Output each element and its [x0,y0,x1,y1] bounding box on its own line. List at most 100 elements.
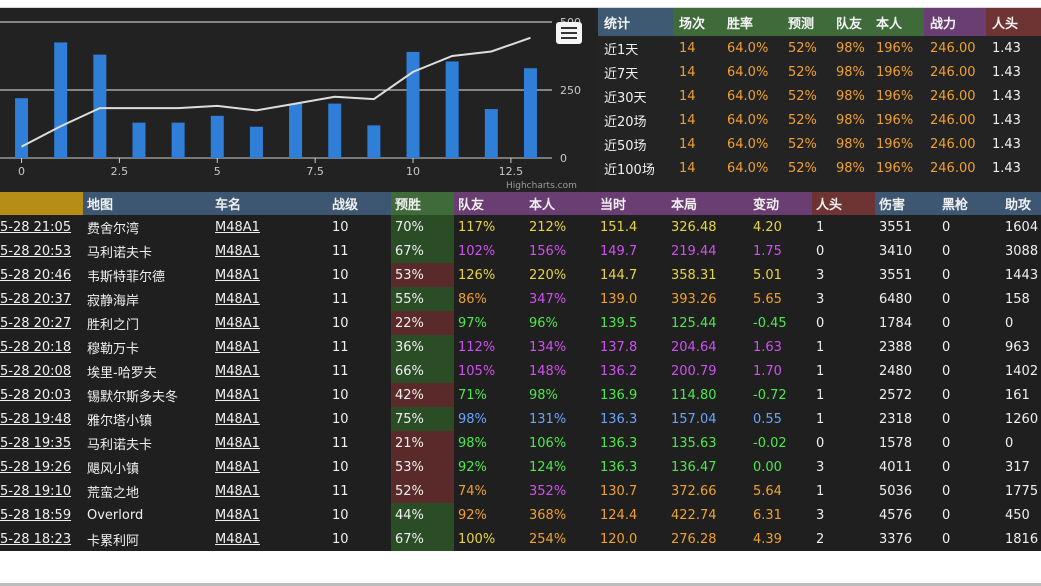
cell-kills: 0 [816,435,825,451]
cell-time[interactable]: 5-28 20:03 [0,387,72,403]
cell-tank[interactable]: M48A1 [215,243,260,259]
cell-time[interactable]: 5-28 20:53 [0,243,72,259]
cell-tank[interactable]: M48A1 [215,315,260,331]
page-bottom-divider [0,583,1041,586]
stats-row: 近7天 14 64.0% 52% 98% 196% 246.00 1.43 [598,60,1041,84]
cell-tier: 11 [332,363,349,379]
chart-bar [210,115,224,158]
cell-map: 马利诺夫卡 [87,245,153,261]
cell-change: 5.64 [753,483,782,499]
stats-cell: 98% [836,160,865,176]
stats-header-4[interactable]: 队友 [830,8,870,36]
battle-header-map[interactable]: 地图 [83,192,211,215]
chart-line [21,36,531,148]
cell-tank[interactable]: M48A1 [215,483,260,499]
stats-header-6[interactable]: 战力 [924,8,986,36]
cell-before: 136.2 [600,363,638,379]
cell-assist: 0 [1005,315,1014,331]
battle-header-time[interactable] [0,192,83,215]
cell-self: 124% [529,459,567,475]
cell-time[interactable]: 5-28 21:05 [0,219,72,235]
cell-tank[interactable]: M48A1 [215,363,260,379]
cell-time[interactable]: 5-28 19:35 [0,435,72,451]
chart-menu-icon[interactable] [556,22,582,44]
cell-change: 1.75 [753,243,782,259]
cell-change: -0.45 [753,315,787,331]
cell-tank[interactable]: M48A1 [215,411,260,427]
stats-cell: 52% [788,136,817,152]
cell-tank[interactable]: M48A1 [215,459,260,475]
cell-team: 92% [458,507,487,523]
cell-damage: 3376 [879,531,913,547]
cell-time[interactable]: 5-28 20:46 [0,267,72,283]
stats-header-7[interactable]: 人头 [986,8,1041,36]
cell-teamkill: 0 [942,459,951,475]
cell-assist: 1816 [1005,531,1039,547]
cell-map: Overlord [87,507,144,523]
battle-header-assist[interactable]: 助攻 [1001,192,1041,215]
cell-time[interactable]: 5-28 19:26 [0,459,72,475]
stats-header-0[interactable]: 统计 [598,8,673,36]
battle-header-before[interactable]: 当时 [596,192,667,215]
cell-self: 220% [529,267,567,283]
cell-time[interactable]: 5-28 20:08 [0,363,72,379]
cell-tank[interactable]: M48A1 [215,387,260,403]
stats-cell: 196% [876,40,914,56]
battle-header-self[interactable]: 本人 [525,192,596,215]
cell-tank[interactable]: M48A1 [215,435,260,451]
chart-credit[interactable]: Highcharts.com [506,181,577,191]
x-tick-label: 7.5 [306,165,324,178]
battle-header-battle[interactable]: 本局 [667,192,749,215]
cell-tank[interactable]: M48A1 [215,291,260,307]
cell-team: 74% [458,483,487,499]
cell-assist: 450 [1005,507,1030,523]
cell-predicted-win: 67% [391,239,454,263]
battle-header-teamkill[interactable]: 黑枪 [938,192,1001,215]
cell-tank[interactable]: M48A1 [215,531,260,547]
stats-cell: 196% [876,112,914,128]
battle-header-kills[interactable]: 人头 [812,192,875,215]
cell-tank[interactable]: M48A1 [215,267,260,283]
cell-kills: 3 [816,459,825,475]
cell-tank[interactable]: M48A1 [215,339,260,355]
cell-battle: 358.31 [671,267,717,283]
cell-time[interactable]: 5-28 19:10 [0,483,72,499]
cell-damage: 2388 [879,339,913,355]
cell-time[interactable]: 5-28 18:59 [0,507,72,523]
cell-time[interactable]: 5-28 20:18 [0,339,72,355]
stats-header-5[interactable]: 本人 [870,8,924,36]
cell-before: 149.7 [600,243,638,259]
cell-tier: 10 [332,315,349,331]
cell-tank[interactable]: M48A1 [215,219,260,235]
cell-kills: 3 [816,267,825,283]
battle-header-predicted-win[interactable]: 预胜 [391,192,454,215]
battle-header-tier[interactable]: 战级 [328,192,391,215]
cell-kills: 2 [816,531,825,547]
cell-time[interactable]: 5-28 20:27 [0,315,72,331]
cell-battle: 326.48 [671,219,717,235]
battle-header-change[interactable]: 变动 [749,192,812,215]
battle-header-team[interactable]: 队友 [454,192,525,215]
cell-time[interactable]: 5-28 20:37 [0,291,72,307]
stats-cell: 14 [679,112,696,128]
cell-time[interactable]: 5-28 19:48 [0,411,72,427]
cell-team: 98% [458,435,487,451]
cell-team: 100% [458,531,496,547]
cell-tier: 11 [332,291,349,307]
cell-teamkill: 0 [942,219,951,235]
stats-header-2[interactable]: 胜率 [721,8,782,36]
chart-bar [54,42,68,158]
battle-header-damage[interactable]: 伤害 [875,192,938,215]
stats-cell: 64.0% [727,136,769,152]
battle-header-tank[interactable]: 车名 [211,192,328,215]
stats-header-3[interactable]: 预测 [782,8,830,36]
cell-before: 137.8 [600,339,638,355]
stats-cell: 52% [788,40,817,56]
stats-header-1[interactable]: 场次 [673,8,721,36]
cell-tier: 10 [332,507,349,523]
chart-bar [484,109,498,158]
cell-tank[interactable]: M48A1 [215,507,260,523]
cell-tier: 10 [332,387,349,403]
cell-time[interactable]: 5-28 18:23 [0,531,72,547]
